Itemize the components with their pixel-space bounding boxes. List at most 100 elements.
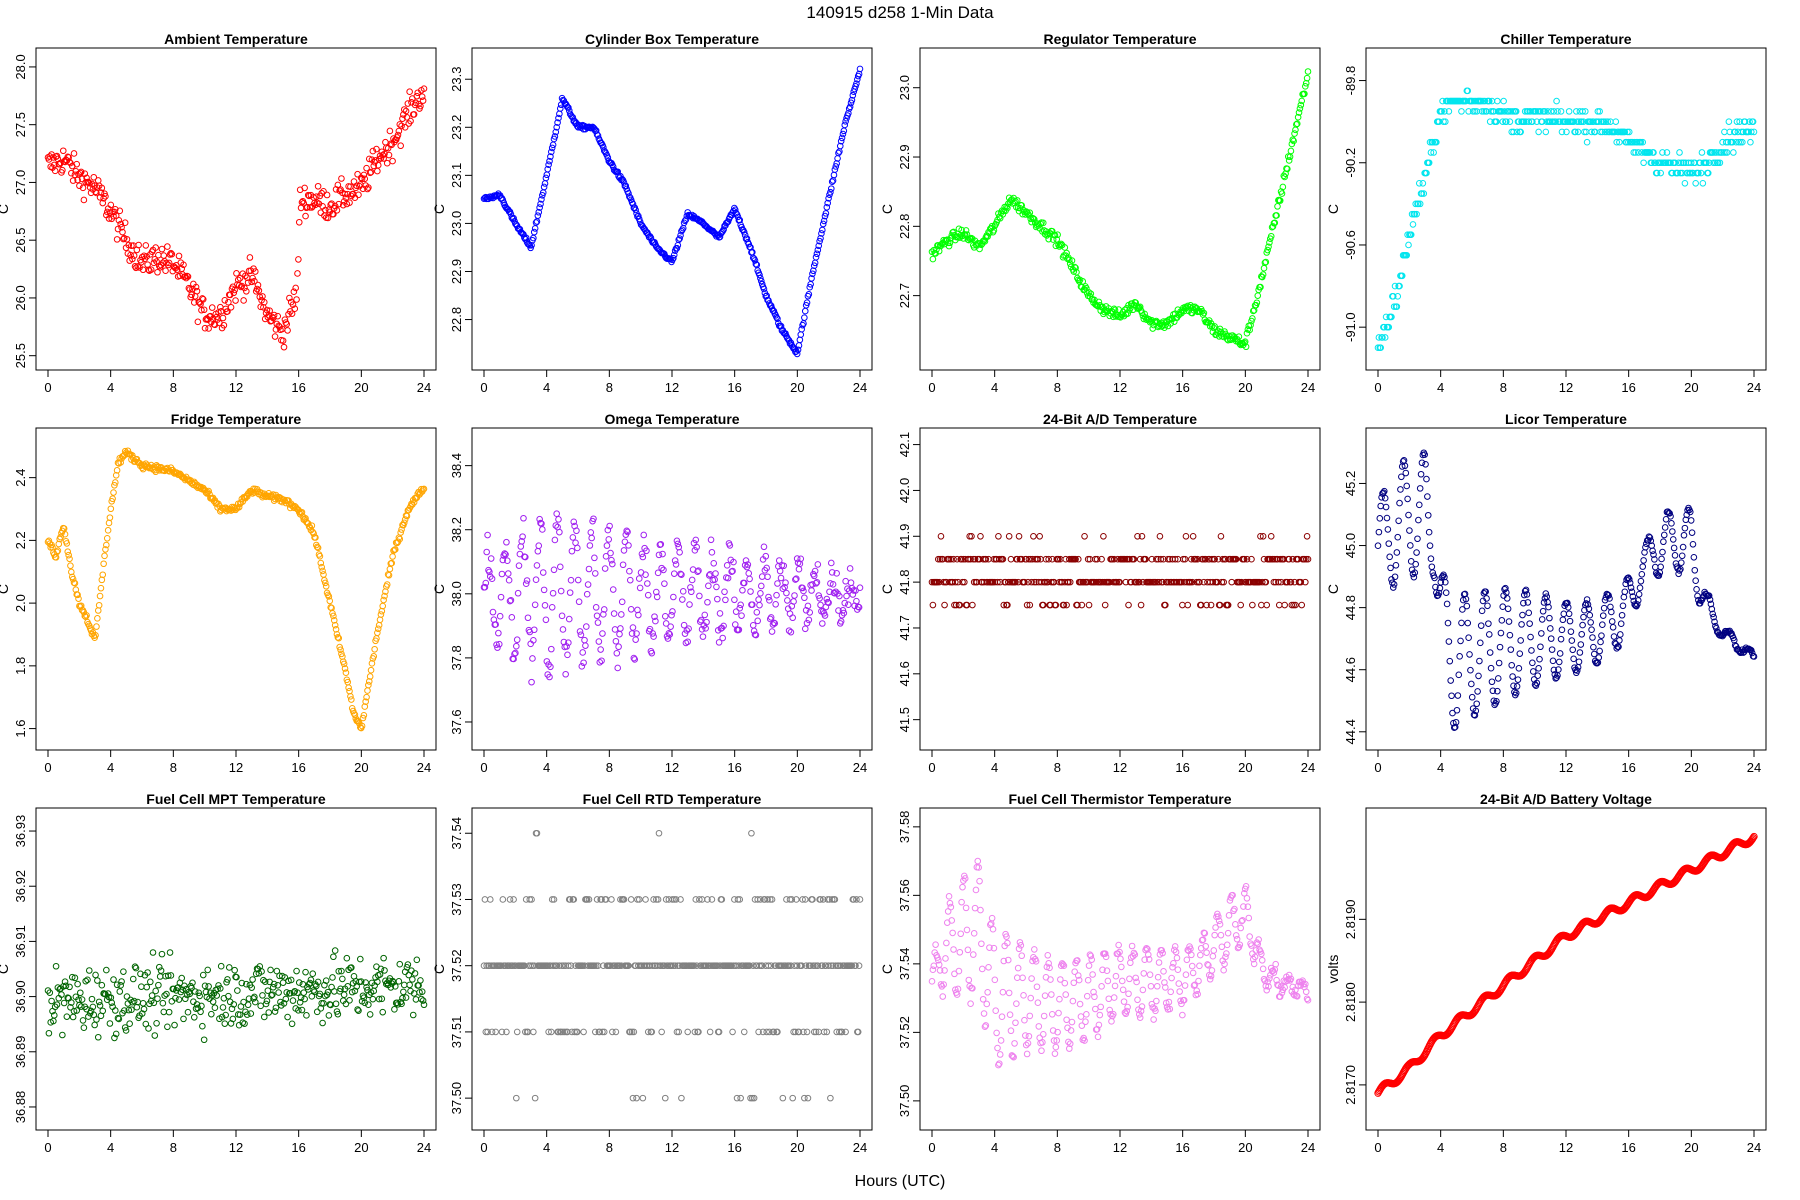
data-point (1083, 1011, 1090, 1018)
data-point (1189, 969, 1197, 977)
data-point (1509, 108, 1516, 115)
data-point (1021, 1016, 1028, 1024)
data-point (402, 107, 410, 115)
data-point (1249, 315, 1256, 322)
data-point (1517, 128, 1524, 136)
data-point (1181, 982, 1189, 989)
y-tick-label: 36.93 (13, 815, 28, 848)
data-point (760, 543, 768, 551)
data-point (939, 993, 947, 1000)
data-point (1443, 600, 1451, 608)
data-point (1235, 333, 1243, 340)
data-point (806, 283, 814, 291)
data-point (659, 550, 666, 558)
data-point (1638, 571, 1646, 578)
data-point (240, 297, 247, 304)
data-point (1110, 994, 1118, 1001)
data-point (1556, 650, 1564, 657)
y-tick-label: 1.8 (13, 657, 28, 675)
data-point (267, 966, 274, 974)
data-point (1497, 629, 1505, 637)
data-point (1293, 120, 1301, 128)
data-point (1535, 665, 1542, 672)
data-point (847, 579, 855, 587)
data-point (100, 195, 107, 202)
data-point (270, 311, 278, 319)
data-point (59, 1031, 66, 1039)
data-point (158, 245, 166, 253)
data-point (104, 527, 112, 534)
data-point (633, 1094, 640, 1102)
data-point (794, 346, 802, 354)
data-point (57, 159, 64, 167)
x-tick-label: 8 (1500, 1140, 1507, 1155)
data-point (412, 996, 420, 1003)
data-point (367, 666, 375, 674)
data-point (409, 976, 416, 983)
data-point (106, 209, 114, 216)
data-point (749, 621, 757, 629)
data-point (172, 264, 179, 272)
data-point (1712, 159, 1719, 167)
data-point (1529, 668, 1537, 675)
data-point (1518, 621, 1525, 628)
data-point (1156, 532, 1164, 540)
data-point (314, 182, 322, 190)
data-point (532, 219, 540, 226)
data-point (830, 171, 838, 179)
data-point (1013, 1000, 1020, 1008)
data-point (938, 240, 946, 248)
data-point (1692, 180, 1699, 187)
data-point (1686, 169, 1694, 177)
x-tick-label: 20 (790, 380, 804, 395)
data-point (1423, 169, 1430, 177)
x-tick-label: 16 (1175, 760, 1189, 775)
data-point (1274, 203, 1281, 210)
data-point (837, 618, 845, 625)
data-point (204, 966, 212, 974)
data-point (603, 542, 611, 549)
data-point (1493, 118, 1500, 125)
data-point (409, 1011, 417, 1019)
data-point (159, 999, 167, 1007)
data-point (53, 152, 61, 160)
data-point (1039, 219, 1047, 227)
data-point (1501, 108, 1508, 115)
data-point (1111, 982, 1119, 990)
data-point (1092, 1005, 1099, 1013)
data-point (83, 174, 90, 182)
data-point (1600, 118, 1608, 125)
data-point (46, 153, 54, 160)
data-point (819, 220, 827, 228)
data-point (160, 1008, 168, 1016)
data-point (948, 917, 956, 924)
data-point (1505, 618, 1513, 625)
y-axis-label: volts (1325, 955, 1341, 984)
panel-title: Omega Temperature (604, 411, 739, 427)
data-point (969, 601, 976, 609)
data-point (608, 896, 615, 903)
data-series (480, 510, 864, 686)
data-point (1298, 601, 1306, 609)
data-point (1476, 657, 1483, 665)
data-point (1469, 108, 1477, 115)
data-point (402, 994, 410, 1001)
data-point (530, 626, 538, 634)
x-tick-label: 4 (107, 380, 114, 395)
data-point (256, 293, 264, 301)
data-point (168, 250, 176, 258)
data-point (131, 263, 139, 270)
data-point (64, 548, 72, 556)
data-point (123, 993, 131, 1000)
data-point (74, 980, 81, 988)
data-point (1692, 577, 1699, 585)
data-point (165, 259, 173, 267)
data-point (1125, 601, 1132, 609)
data-point (224, 308, 231, 315)
data-point (569, 114, 577, 121)
data-point (91, 1021, 98, 1029)
data-point (1085, 289, 1093, 296)
data-point (79, 1017, 87, 1024)
